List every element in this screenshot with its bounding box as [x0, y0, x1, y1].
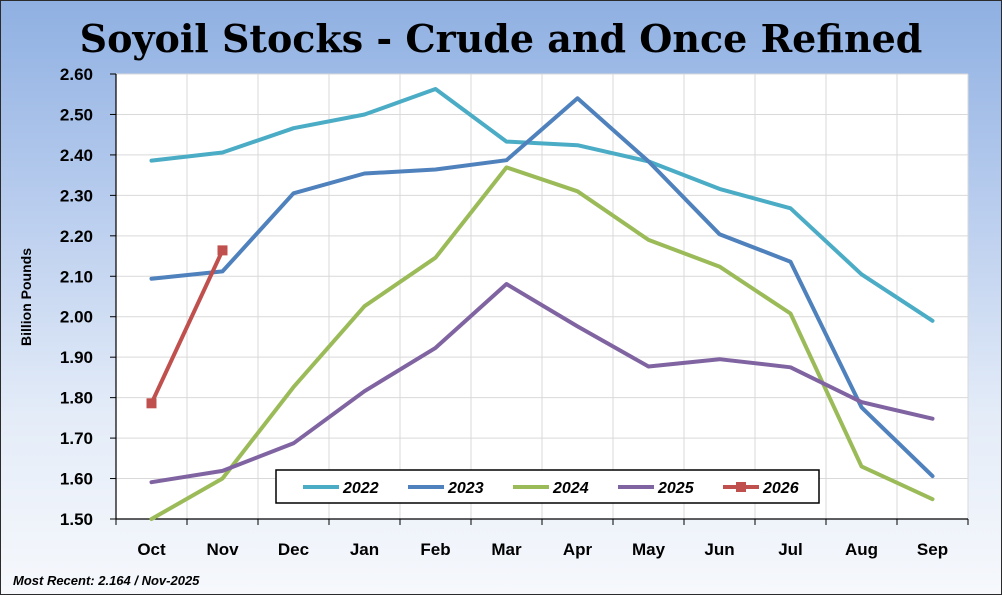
series-point-2026	[146, 398, 157, 409]
series-line-2026	[149, 248, 225, 406]
x-tick-label: Sep	[917, 540, 948, 559]
y-tick-label: 1.70	[60, 429, 93, 448]
legend-label-2025: 2025	[657, 480, 695, 497]
y-tick-label: 2.20	[60, 227, 93, 246]
most-recent-note: Most Recent: 2.164 / Nov-2025	[13, 573, 200, 588]
legend-label-2024: 2024	[552, 480, 589, 497]
legend-label-2022: 2022	[342, 480, 379, 497]
series-line-2025	[149, 282, 935, 485]
series-lines	[146, 87, 935, 521]
y-tick-label: 2.00	[60, 308, 93, 327]
y-tick-label: 1.50	[60, 510, 93, 529]
series-line-2022	[149, 87, 935, 323]
legend-label-2026: 2026	[762, 480, 799, 497]
legend-marker-2026	[736, 482, 746, 492]
x-tick-label: Aug	[845, 540, 878, 559]
x-axis-ticks: Oct Nov Dec Jan Feb Mar Apr May Jun Jul Aug Sep	[137, 540, 948, 559]
x-tick-label: Mar	[491, 540, 522, 559]
y-tick-label: 2.30	[60, 186, 93, 205]
x-tick-label: Jun	[704, 540, 734, 559]
y-axis-ticks: 1.50 1.60 1.70 1.80 1.90 2.00 2.10 2.20 2.30 2.40…	[60, 65, 93, 529]
y-tick-label: 1.60	[60, 470, 93, 489]
legend-label-2023: 2023	[447, 480, 484, 497]
x-tick-label: Nov	[206, 540, 239, 559]
y-axis-label: Billion Pounds	[18, 248, 34, 346]
axes	[110, 73, 969, 525]
y-tick-label: 1.90	[60, 348, 93, 367]
y-tick-label: 1.80	[60, 389, 93, 408]
x-tick-label: Apr	[563, 540, 593, 559]
x-tick-label: Feb	[420, 540, 450, 559]
chart-title: Soyoil Stocks - Crude and Once Refined	[80, 16, 923, 61]
x-tick-label: Jan	[350, 540, 379, 559]
x-tick-label: Oct	[137, 540, 166, 559]
series-point-2026	[217, 245, 228, 256]
legend: 2022 2023 2024 2025 2026	[275, 469, 820, 504]
y-tick-label: 2.10	[60, 267, 93, 286]
x-tick-label: Jul	[778, 540, 803, 559]
x-tick-label: Dec	[278, 540, 309, 559]
series-line-2024	[149, 165, 935, 521]
y-tick-label: 2.40	[60, 146, 93, 165]
series-line-2023	[149, 96, 935, 479]
y-tick-label: 2.50	[60, 105, 93, 124]
y-tick-label: 2.60	[60, 65, 93, 84]
x-tick-label: May	[632, 540, 666, 559]
